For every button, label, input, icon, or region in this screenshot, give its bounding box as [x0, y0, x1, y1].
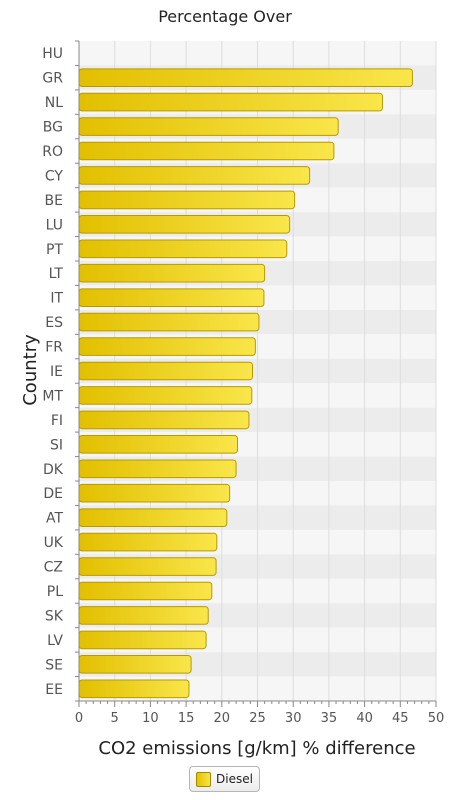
category-label-es: ES: [45, 315, 63, 331]
x-axis-title: CO2 emissions [g/km] % difference: [98, 738, 415, 759]
bar-gr[interactable]: [78, 68, 413, 87]
bar-es[interactable]: [78, 312, 260, 332]
legend-swatch-diesel: [196, 771, 211, 787]
x-tick-label: 40: [356, 711, 373, 726]
bar-cz[interactable]: [78, 557, 217, 576]
category-label-ee: EE: [45, 682, 63, 698]
bar-it[interactable]: [78, 288, 265, 307]
bar-ie[interactable]: [78, 361, 254, 381]
bar-lu[interactable]: [78, 215, 291, 234]
bar-at[interactable]: [78, 508, 228, 527]
x-tick-label: 25: [249, 711, 266, 726]
bar-mt[interactable]: [78, 386, 253, 405]
category-label-cz: CZ: [44, 560, 63, 576]
x-tick-label: 35: [321, 711, 338, 726]
bar-ee[interactable]: [78, 679, 190, 699]
category-label-hu: HU: [42, 46, 63, 62]
bar-sk[interactable]: [78, 606, 209, 625]
category-label-lv: LV: [47, 633, 63, 649]
x-tick-label: 5: [111, 711, 119, 726]
x-tick-label: 10: [142, 711, 159, 726]
category-label-gr: GR: [42, 71, 63, 87]
bar-uk[interactable]: [78, 532, 218, 552]
bar-series-diesel: [78, 68, 413, 699]
category-label-pl: PL: [47, 584, 63, 600]
legend[interactable]: Diesel: [189, 766, 260, 792]
y-axis-title: Country: [20, 334, 41, 406]
bar-de[interactable]: [78, 483, 231, 503]
x-tick-label: 0: [75, 711, 83, 726]
bar-nl[interactable]: [78, 92, 383, 112]
bar-si[interactable]: [78, 435, 239, 454]
bar-cy[interactable]: [78, 166, 311, 185]
category-label-ro: RO: [42, 144, 63, 160]
category-label-nl: NL: [45, 95, 63, 111]
bar-ro[interactable]: [78, 141, 335, 161]
x-tick-label: 15: [178, 711, 195, 726]
bar-lv[interactable]: [78, 630, 207, 650]
bar-fr[interactable]: [78, 337, 256, 356]
category-label-se: SE: [45, 657, 63, 673]
category-label-si: SI: [50, 437, 63, 453]
x-axis-ticks: 0 5 10 15 20 25 30 35 40 45 50: [75, 701, 444, 726]
category-label-dk: DK: [43, 462, 64, 478]
category-label-lu: LU: [46, 217, 63, 233]
bar-fi[interactable]: [78, 410, 250, 430]
legend-label-diesel: Diesel: [216, 772, 253, 786]
category-label-sk: SK: [45, 608, 64, 624]
bar-lt[interactable]: [78, 263, 266, 283]
category-label-de: DE: [43, 486, 63, 502]
category-label-uk: UK: [44, 535, 64, 551]
chart-title: Percentage Over: [158, 7, 292, 26]
category-label-at: AT: [46, 511, 63, 527]
category-label-be: BE: [45, 193, 63, 209]
category-label-fi: FI: [51, 413, 63, 429]
category-label-bg: BG: [43, 120, 63, 136]
bar-bg[interactable]: [78, 117, 339, 136]
bar-se[interactable]: [78, 655, 192, 674]
bar-pt[interactable]: [78, 239, 288, 259]
category-label-lt: LT: [49, 266, 64, 282]
category-label-pt: PT: [46, 242, 63, 258]
category-label-cy: CY: [45, 168, 64, 184]
category-label-mt: MT: [42, 388, 63, 404]
category-label-fr: FR: [45, 340, 63, 356]
category-label-ie: IE: [50, 364, 63, 380]
x-tick-label: 45: [392, 711, 409, 726]
x-tick-label: 50: [428, 711, 445, 726]
y-axis-categories: HU GR NL BG RO CY BE LU PT LT IT ES FR IE MT FI SI DK DE AT…: [42, 46, 64, 698]
bar-pl[interactable]: [78, 581, 213, 601]
bar-be[interactable]: [78, 190, 296, 210]
category-label-it: IT: [50, 291, 63, 307]
x-tick-label: 30: [285, 711, 302, 726]
bar-dk[interactable]: [78, 459, 237, 479]
x-tick-label: 20: [214, 711, 231, 726]
